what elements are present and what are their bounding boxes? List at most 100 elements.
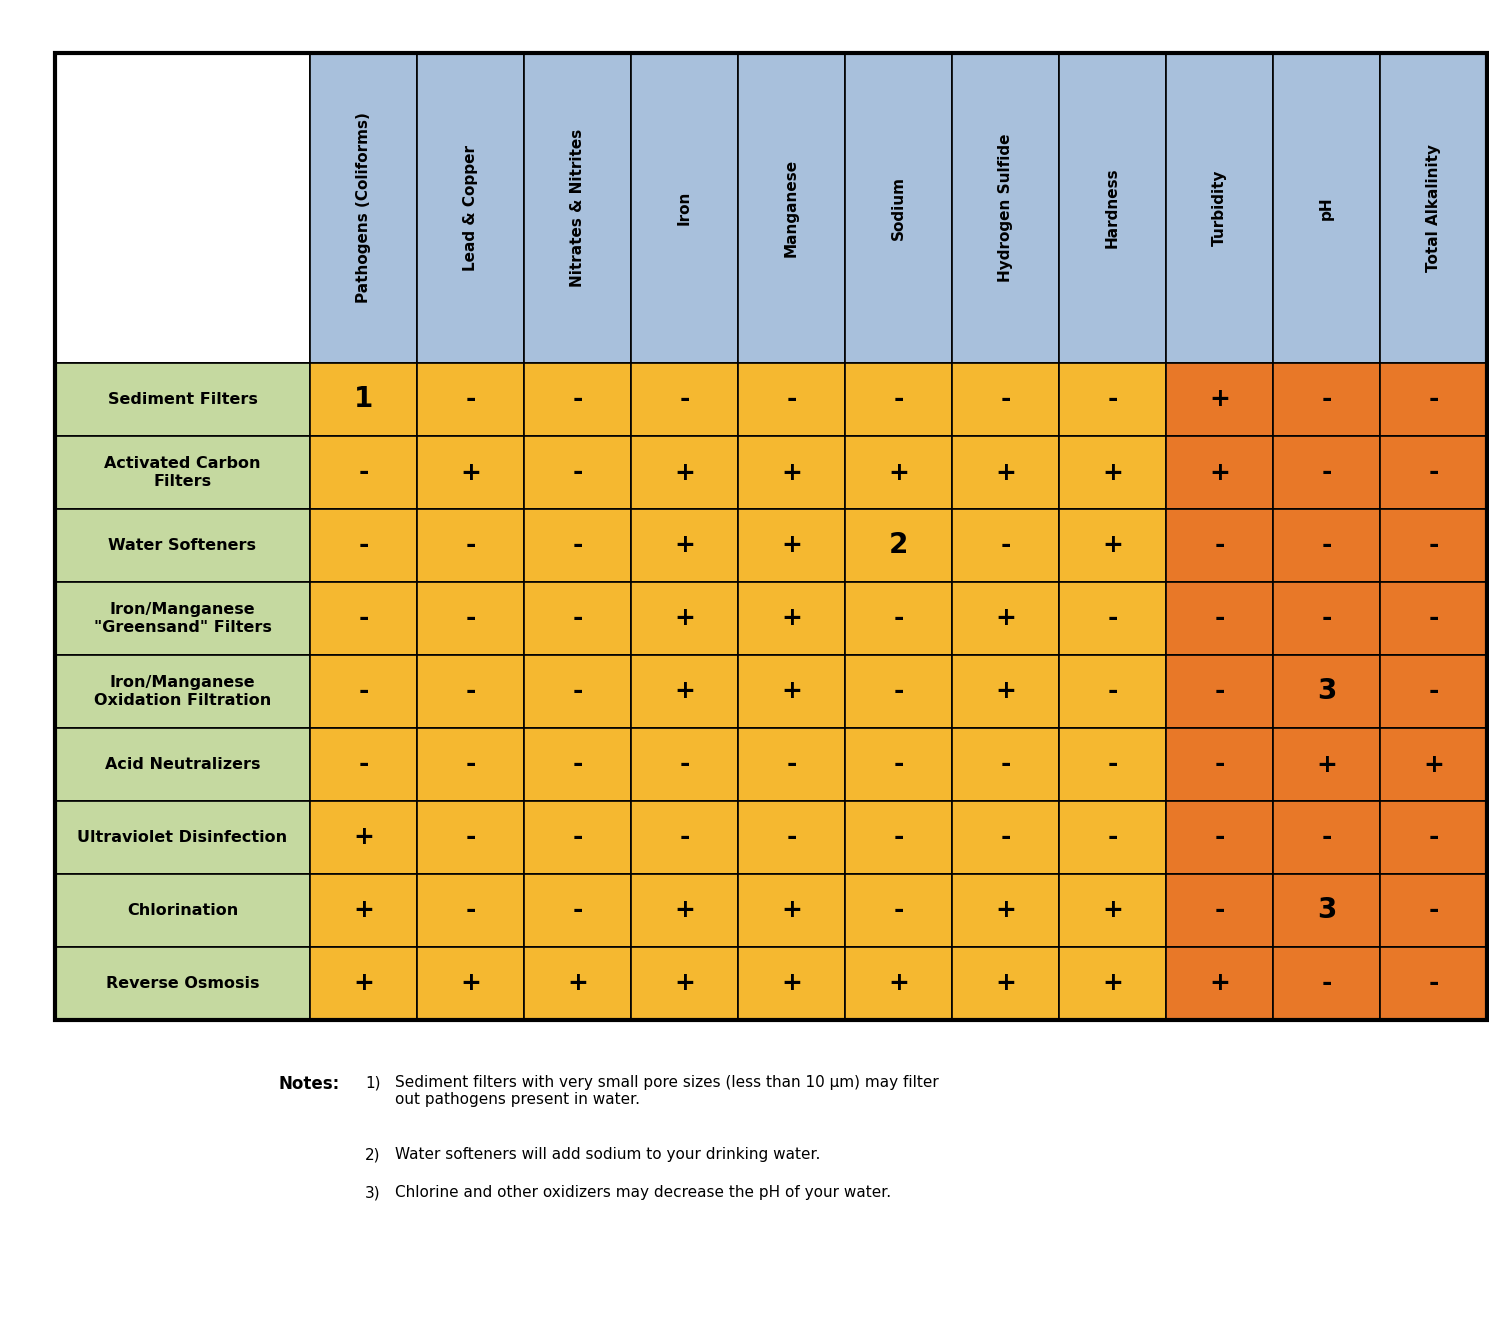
Text: +: + — [1102, 533, 1123, 557]
Text: +: + — [567, 972, 588, 996]
Bar — [55, 655, 310, 728]
Text: -: - — [1001, 388, 1011, 412]
Bar — [310, 436, 417, 509]
Text: Chlorination: Chlorination — [127, 902, 238, 918]
Bar — [524, 874, 631, 946]
Text: 3): 3) — [365, 1185, 381, 1200]
Text: -: - — [1321, 460, 1331, 484]
Bar — [1273, 946, 1380, 1020]
Text: -: - — [359, 460, 369, 484]
Bar — [951, 801, 1059, 874]
Text: -: - — [1108, 388, 1118, 412]
Text: -: - — [893, 825, 904, 849]
Text: Pathogens (Coliforms): Pathogens (Coliforms) — [356, 112, 371, 304]
Bar — [844, 874, 951, 946]
Bar — [1273, 655, 1380, 728]
Bar — [739, 363, 844, 436]
Text: -: - — [1428, 460, 1438, 484]
Bar — [951, 509, 1059, 583]
Bar — [55, 53, 310, 363]
Text: -: - — [465, 680, 475, 704]
Text: +: + — [1209, 388, 1230, 412]
Bar — [1380, 583, 1488, 655]
Bar — [1059, 53, 1166, 363]
Bar — [417, 801, 524, 874]
Text: Iron: Iron — [677, 191, 692, 225]
Text: -: - — [1001, 533, 1011, 557]
Text: Reverse Osmosis: Reverse Osmosis — [106, 976, 259, 990]
Text: -: - — [1215, 607, 1224, 631]
Text: +: + — [995, 680, 1015, 704]
Text: +: + — [460, 460, 481, 484]
Bar — [844, 53, 951, 363]
Bar — [1059, 436, 1166, 509]
Bar — [524, 946, 631, 1020]
Bar — [55, 53, 1488, 1020]
Bar — [1059, 874, 1166, 946]
Bar — [1380, 509, 1488, 583]
Bar — [1166, 509, 1273, 583]
Bar — [310, 728, 417, 801]
Text: -: - — [1428, 388, 1438, 412]
Text: Total Alkalinity: Total Alkalinity — [1426, 144, 1441, 272]
Bar — [1380, 728, 1488, 801]
Text: -: - — [572, 680, 582, 704]
Text: -: - — [1428, 825, 1438, 849]
Bar — [844, 583, 951, 655]
Text: -: - — [1215, 825, 1224, 849]
Bar — [631, 53, 739, 363]
Text: -: - — [465, 898, 475, 922]
Text: -: - — [572, 825, 582, 849]
Bar — [55, 946, 310, 1020]
Bar — [310, 655, 417, 728]
Text: 3: 3 — [1316, 677, 1336, 705]
Text: 2): 2) — [365, 1146, 381, 1162]
Bar — [1059, 363, 1166, 436]
Text: -: - — [1215, 898, 1224, 922]
Text: -: - — [1428, 972, 1438, 996]
Text: +: + — [995, 972, 1015, 996]
Bar — [844, 801, 951, 874]
Bar — [631, 874, 739, 946]
Text: +: + — [675, 972, 695, 996]
Text: Nitrates & Nitrites: Nitrates & Nitrites — [570, 129, 585, 287]
Text: Iron/Manganese
Oxidation Filtration: Iron/Manganese Oxidation Filtration — [94, 676, 271, 708]
Bar — [417, 583, 524, 655]
Text: +: + — [1209, 972, 1230, 996]
Text: -: - — [572, 898, 582, 922]
Text: -: - — [679, 825, 689, 849]
Text: +: + — [353, 972, 374, 996]
Bar — [631, 946, 739, 1020]
Bar — [844, 946, 951, 1020]
Bar — [739, 53, 844, 363]
Text: +: + — [675, 680, 695, 704]
Text: -: - — [465, 533, 475, 557]
Bar — [310, 801, 417, 874]
Text: -: - — [679, 388, 689, 412]
Text: -: - — [572, 607, 582, 631]
Text: -: - — [359, 607, 369, 631]
Text: Activated Carbon
Filters: Activated Carbon Filters — [104, 456, 261, 489]
Text: -: - — [359, 533, 369, 557]
Bar — [310, 583, 417, 655]
Bar — [310, 363, 417, 436]
Bar — [951, 53, 1059, 363]
Bar — [951, 363, 1059, 436]
Text: +: + — [1316, 753, 1337, 777]
Bar — [524, 728, 631, 801]
Text: +: + — [782, 680, 803, 704]
Text: +: + — [995, 607, 1015, 631]
Text: +: + — [1423, 753, 1444, 777]
Text: -: - — [1108, 680, 1118, 704]
Bar — [1273, 53, 1380, 363]
Bar — [631, 728, 739, 801]
Text: 1: 1 — [354, 385, 374, 413]
Bar — [1380, 363, 1488, 436]
Bar — [951, 583, 1059, 655]
Bar — [1273, 801, 1380, 874]
Bar — [1166, 946, 1273, 1020]
Bar — [417, 363, 524, 436]
Bar — [1273, 583, 1380, 655]
Bar — [417, 655, 524, 728]
Bar — [1059, 728, 1166, 801]
